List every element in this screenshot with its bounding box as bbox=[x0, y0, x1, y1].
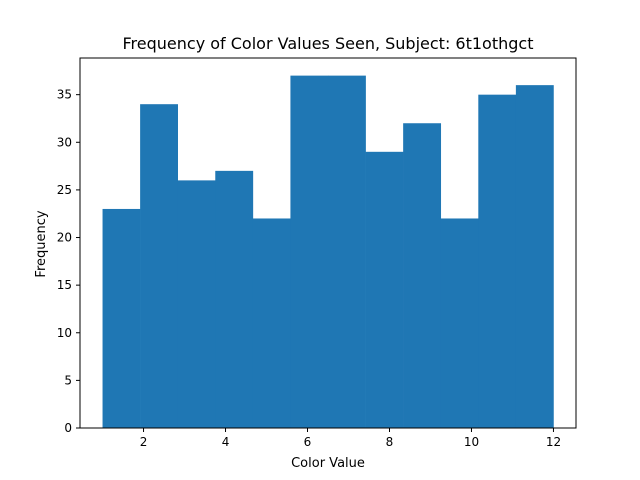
histogram-bar bbox=[215, 170, 254, 428]
histogram-bar bbox=[328, 75, 366, 428]
x-axis-label: Color Value bbox=[291, 456, 365, 471]
y-tick-label: 15 bbox=[57, 278, 72, 292]
y-tick-label: 25 bbox=[57, 183, 72, 197]
y-tick-label: 10 bbox=[57, 326, 72, 340]
histogram-bar bbox=[478, 94, 517, 429]
x-tick-label: 4 bbox=[222, 435, 230, 449]
chart-title: Frequency of Color Values Seen, Subject:… bbox=[123, 34, 534, 53]
y-tick-label: 0 bbox=[64, 421, 72, 435]
histogram-bar bbox=[290, 75, 329, 428]
y-tick-label: 30 bbox=[57, 135, 72, 149]
x-tick-label: 12 bbox=[546, 435, 561, 449]
histogram-bar bbox=[515, 85, 554, 429]
histogram-bar bbox=[252, 218, 291, 428]
histogram-bar bbox=[102, 208, 141, 428]
y-tick-label: 35 bbox=[57, 88, 72, 102]
histogram-bar bbox=[440, 218, 479, 428]
x-tick-label: 10 bbox=[464, 435, 479, 449]
histogram-bar bbox=[140, 104, 178, 428]
x-tick-label: 2 bbox=[140, 435, 148, 449]
histogram-bar bbox=[403, 123, 442, 428]
histogram-bar bbox=[177, 180, 216, 428]
y-axis-label: Frequency bbox=[34, 210, 49, 277]
histogram-bar bbox=[365, 151, 404, 429]
x-tick-label: 6 bbox=[304, 435, 312, 449]
bars-layer bbox=[102, 75, 554, 429]
y-tick-label: 5 bbox=[64, 373, 72, 387]
plot-frame bbox=[79, 57, 577, 429]
x-axis-ticks: 2 4 6 8 10 12 bbox=[140, 428, 561, 449]
y-axis-ticks: 0 5 10 15 20 25 30 35 bbox=[57, 88, 80, 435]
y-tick-label: 20 bbox=[57, 231, 72, 245]
x-tick-label: 8 bbox=[386, 435, 394, 449]
